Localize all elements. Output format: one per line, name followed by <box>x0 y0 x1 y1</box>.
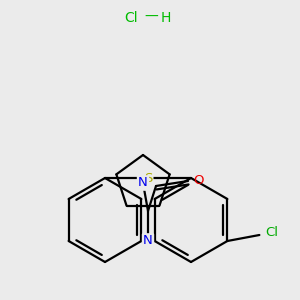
Text: Cl: Cl <box>124 11 138 25</box>
Text: N: N <box>138 176 148 190</box>
Text: N: N <box>143 235 153 248</box>
Text: Cl: Cl <box>265 226 278 239</box>
Text: —: — <box>144 10 158 24</box>
Text: O: O <box>193 175 203 188</box>
Text: H: H <box>161 11 171 25</box>
Text: S: S <box>144 172 152 184</box>
